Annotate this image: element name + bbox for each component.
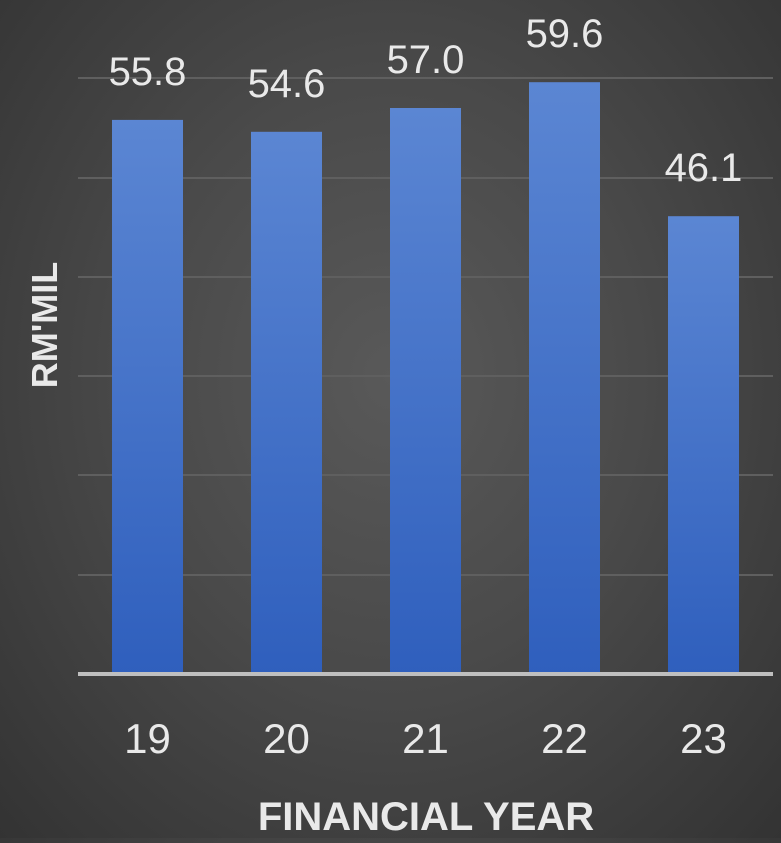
x-tick-label: 22: [541, 715, 588, 762]
x-tick-label: 21: [402, 715, 449, 762]
data-label: 57.0: [387, 38, 465, 82]
x-axis-title: FINANCIAL YEAR: [258, 795, 594, 838]
data-label: 55.8: [109, 50, 187, 94]
data-label: 59.6: [526, 12, 604, 56]
data-label: 46.1: [665, 146, 743, 190]
bar: [390, 108, 461, 674]
data-labels: 55.8 54.6 57.0 59.6 46.1: [109, 12, 743, 190]
bar: [668, 216, 739, 674]
y-axis-title: RM'MIL: [24, 262, 65, 389]
data-label: 54.6: [248, 62, 326, 106]
x-tick-labels: 19 20 21 22 23: [124, 715, 727, 762]
bar: [251, 131, 322, 675]
bars: [112, 82, 739, 675]
x-tick-label: 19: [124, 715, 171, 762]
bar: [529, 82, 600, 674]
x-tick-label: 23: [680, 715, 727, 762]
bar: [112, 119, 183, 674]
x-tick-label: 20: [263, 715, 310, 762]
